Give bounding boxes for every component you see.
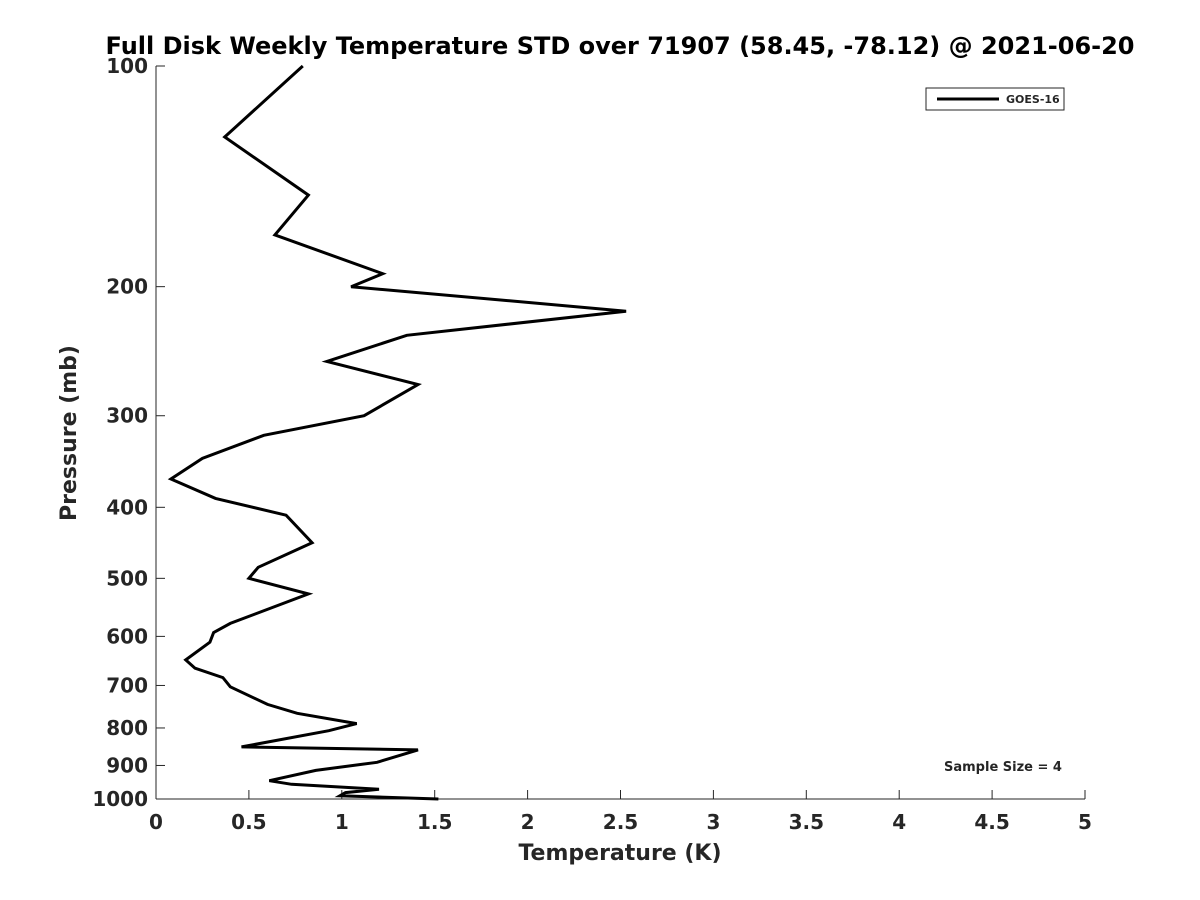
x-tick-label: 5	[1078, 810, 1092, 834]
x-tick-label: 4	[892, 810, 906, 834]
chart-title: Full Disk Weekly Temperature STD over 71…	[106, 32, 1135, 60]
x-tick-label: 0	[149, 810, 163, 834]
x-tick-label: 0.5	[231, 810, 266, 834]
series-line-goes-16	[167, 64, 627, 801]
sample-size-annotation: Sample Size = 4	[944, 760, 1062, 775]
y-tick-label: 500	[106, 566, 148, 590]
legend-label-goes-16: GOES-16	[1006, 93, 1060, 106]
y-tick-label: 700	[106, 673, 148, 697]
y-tick-label: 1000	[92, 787, 148, 811]
y-tick-label: 200	[106, 275, 148, 299]
x-tick-label: 3.5	[789, 810, 824, 834]
x-tick-label: 3	[706, 810, 720, 834]
series-layer	[167, 64, 627, 801]
y-tick-label: 600	[106, 624, 148, 648]
y-tick-label: 300	[106, 404, 148, 428]
x-tick-label: 2	[521, 810, 535, 834]
x-axis-label: Temperature (K)	[518, 841, 721, 866]
x-tick-label: 2.5	[603, 810, 638, 834]
legend: GOES-16	[925, 87, 1065, 111]
y-tick-label: 100	[106, 54, 148, 78]
y-tick-label: 400	[106, 495, 148, 519]
axes: 0 0.5 1 1.5 2 2.5 3 3.5 4 4.5 5 100 200 300 400 500 600 7…	[92, 54, 1092, 834]
x-tick-label: 1.5	[417, 810, 452, 834]
x-tick-label: 4.5	[974, 810, 1009, 834]
x-tick-label: 1	[335, 810, 349, 834]
y-tick-label: 800	[106, 716, 148, 740]
y-tick-label: 900	[106, 753, 148, 777]
y-axis-label: Pressure (mb)	[57, 345, 82, 521]
